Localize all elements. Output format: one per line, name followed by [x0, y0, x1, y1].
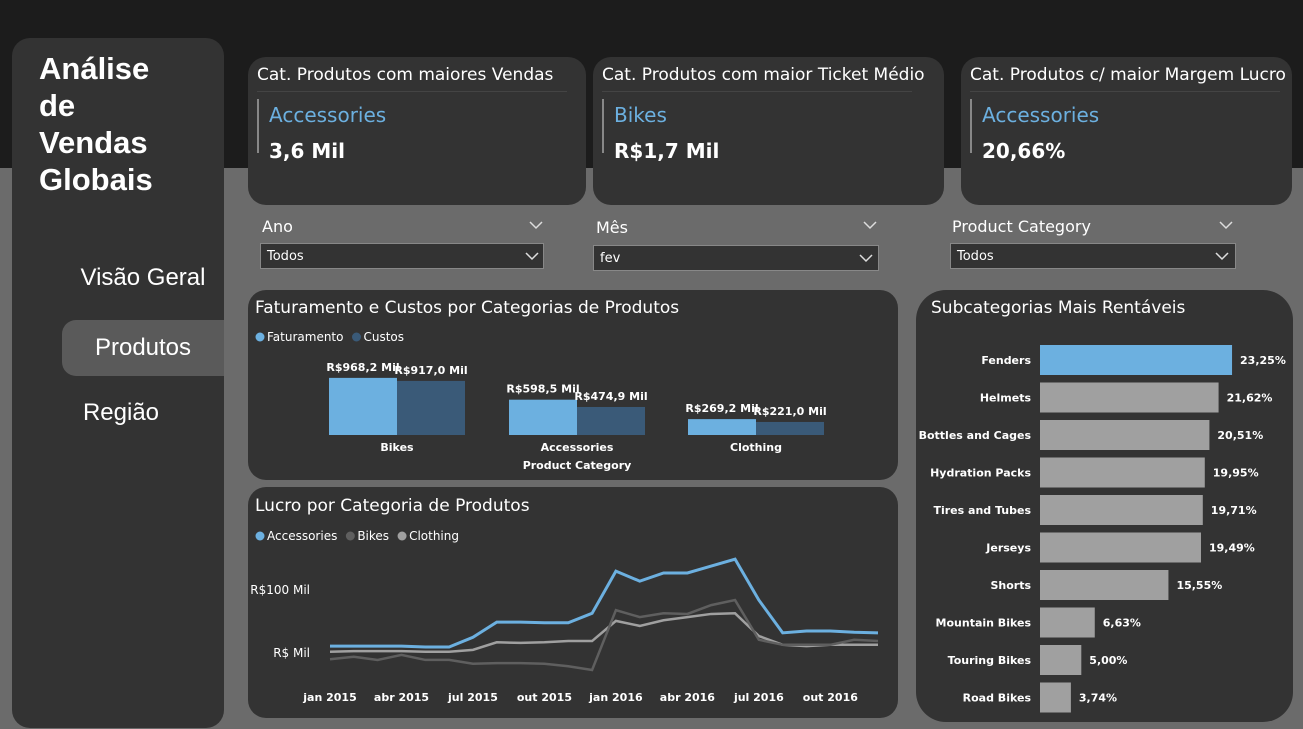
chart-title: Subcategorias Mais Rentáveis: [931, 298, 1186, 318]
legend-label: Accessories: [267, 529, 337, 543]
line: [330, 557, 879, 649]
y-tick-label: Road Bikes: [963, 692, 1032, 705]
bar: [1040, 645, 1082, 675]
data-label: 19,71%: [1211, 504, 1257, 517]
filter-label: Ano: [262, 217, 293, 236]
chevrons: [525, 221, 1233, 263]
legend-label: Bikes: [357, 529, 389, 543]
filter-label: Mês: [596, 218, 628, 237]
bar: [1040, 420, 1210, 450]
data-label: 19,49%: [1209, 542, 1255, 555]
legend-marker: [255, 531, 265, 541]
filter-dropdown[interactable]: Todos: [950, 243, 1236, 269]
y-tick-label: Hydration Packs: [930, 467, 1031, 480]
legend-label: Faturamento: [267, 330, 343, 344]
data-label: 20,51%: [1217, 429, 1263, 442]
x-tick-label: out 2016: [803, 691, 858, 704]
x-tick-label: out 2015: [517, 691, 572, 704]
card-value: 3,6 Mil: [269, 139, 346, 163]
data-label: 15,55%: [1176, 579, 1222, 592]
bar: [397, 380, 465, 435]
kpi-card: Cat. Produtos com maior Ticket Médio Bik…: [593, 57, 944, 205]
y-tick-label: Tires and Tubes: [933, 504, 1031, 517]
x-tick-label: jan 2015: [302, 691, 356, 704]
data-label: 23,25%: [1240, 354, 1286, 367]
filter-dropdown[interactable]: fev: [593, 245, 879, 271]
bar: [1040, 382, 1219, 413]
x-tick-label: jul 2016: [733, 691, 784, 704]
card-title: Cat. Produtos com maior Ticket Médio: [602, 65, 925, 92]
x-tick-label: Bikes: [380, 441, 414, 454]
filter-dropdown[interactable]: Todos: [260, 243, 544, 269]
y-tick-label: R$ Mil: [273, 646, 310, 660]
filter-label: Product Category: [952, 217, 1091, 236]
nav-item[interactable]: Visão Geral: [80, 264, 206, 291]
nav-item[interactable]: Região: [82, 399, 160, 426]
data-label: R$968,2 Mil: [326, 361, 399, 374]
bar: [509, 399, 577, 435]
x-tick-label: Clothing: [730, 441, 782, 454]
legend-label: Clothing: [409, 529, 459, 543]
x-tick-label: abr 2016: [660, 691, 716, 704]
kpi-card: Cat. Produtos c/ maior Margem Lucro Acce…: [961, 57, 1292, 205]
y-tick-label: Touring Bikes: [948, 654, 1032, 667]
y-tick-label: Bottles and Cages: [919, 429, 1032, 442]
bar: [688, 419, 756, 435]
data-label: 6,63%: [1103, 617, 1141, 630]
legend-marker: [345, 531, 355, 541]
chart-panel: [248, 487, 898, 718]
page-title: Análise de Vendas Globais: [39, 51, 153, 197]
card-title: Cat. Produtos com maiores Vendas: [257, 65, 567, 92]
bar: [329, 377, 397, 435]
y-tick-label: Jerseys: [985, 542, 1031, 555]
y-tick-label: Helmets: [980, 392, 1032, 405]
x-axis-label: Product Category: [523, 459, 632, 472]
x-tick-label: Accessories: [541, 441, 614, 454]
line: [329, 598, 879, 672]
kpi-card: Cat. Produtos com maiores Vendas Accesso…: [248, 57, 586, 205]
data-label: R$474,9 Mil: [574, 390, 647, 403]
nav-item[interactable]: Produtos: [62, 320, 224, 376]
data-label: R$598,5 Mil: [506, 383, 579, 396]
chart-title: Lucro por Categoria de Produtos: [255, 496, 530, 516]
bar: [1040, 532, 1201, 563]
y-tick-label: Mountain Bikes: [936, 617, 1032, 630]
data-label: R$917,0 Mil: [394, 364, 467, 377]
bar: [1040, 495, 1203, 525]
x-tick-label: jan 2016: [588, 691, 643, 704]
legend-marker: [255, 332, 265, 342]
x-tick-label: jul 2015: [447, 691, 498, 704]
card-value: 20,66%: [982, 139, 1066, 163]
card-value: R$1,7 Mil: [614, 139, 720, 163]
card-title: Cat. Produtos c/ maior Margem Lucro: [970, 65, 1286, 92]
data-label: 19,95%: [1213, 467, 1259, 480]
chart-title: Faturamento e Custos por Categorias de P…: [255, 298, 679, 318]
data-label: 21,62%: [1227, 392, 1273, 405]
legend-label: Custos: [363, 330, 404, 344]
bar: [1040, 607, 1095, 638]
bar: [756, 421, 824, 435]
data-label: 3,74%: [1079, 692, 1117, 705]
y-tick-label: R$100 Mil: [250, 583, 310, 597]
bar: [577, 406, 645, 435]
bar: [1040, 682, 1071, 713]
legend-marker: [397, 531, 407, 541]
y-tick-label: Shorts: [990, 579, 1031, 592]
data-label: R$269,2 Mil: [685, 402, 758, 415]
card-category: Bikes: [614, 103, 667, 127]
bar: [1040, 570, 1169, 600]
data-label: R$221,0 Mil: [753, 405, 826, 418]
bar: [1040, 457, 1205, 488]
card-category: Accessories: [982, 103, 1100, 127]
sidebar: [12, 38, 224, 728]
bar: [1040, 345, 1233, 375]
x-tick-label: abr 2015: [374, 691, 429, 704]
legend-marker: [351, 332, 361, 342]
data-label: 5,00%: [1089, 654, 1127, 667]
y-tick-label: Fenders: [981, 354, 1031, 367]
card-category: Accessories: [269, 103, 387, 127]
